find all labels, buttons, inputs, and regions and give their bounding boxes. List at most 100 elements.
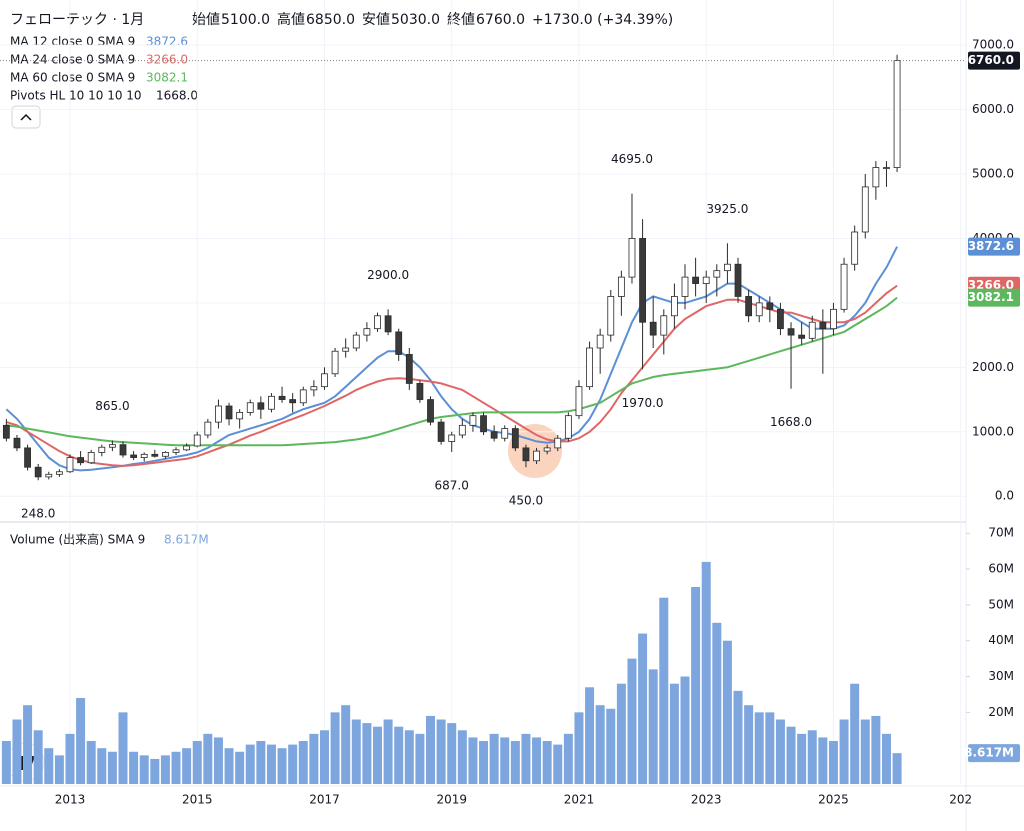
candle-body bbox=[395, 331, 403, 355]
y-tick-label: 0.0 bbox=[995, 489, 1014, 503]
volume-tick-label: 70M bbox=[988, 526, 1014, 540]
candle-body bbox=[257, 402, 265, 410]
volume-bar bbox=[850, 683, 860, 784]
volume-bar bbox=[309, 733, 319, 784]
candle-body bbox=[458, 424, 466, 436]
candle-body bbox=[342, 347, 350, 352]
candle-body bbox=[151, 453, 159, 457]
x-tick-label: 2021 bbox=[564, 793, 595, 807]
candle-body bbox=[24, 447, 31, 468]
candle-body bbox=[55, 471, 63, 475]
volume-bar bbox=[12, 719, 22, 784]
volume-bar bbox=[277, 748, 287, 784]
volume-bar bbox=[786, 726, 796, 784]
volume-bar bbox=[436, 719, 446, 784]
ma-badge: 3082.1 bbox=[968, 290, 1014, 304]
candle-body bbox=[808, 321, 816, 339]
volume-bar bbox=[256, 741, 266, 784]
legend-value: 3266.0 bbox=[146, 53, 188, 67]
volume-bar bbox=[521, 733, 531, 784]
volume-bar bbox=[298, 741, 308, 784]
volume-bar bbox=[616, 683, 626, 784]
volume-bar bbox=[288, 744, 298, 784]
candle-body bbox=[522, 447, 530, 462]
volume-bar bbox=[203, 733, 213, 784]
volume-bar bbox=[383, 719, 393, 784]
pivot-label: 1668.0 bbox=[770, 415, 812, 429]
candle-body bbox=[45, 473, 53, 478]
ohlc-label: 安値 bbox=[362, 12, 390, 28]
volume-bar bbox=[510, 741, 520, 784]
volume-bar bbox=[76, 698, 86, 784]
volume-tick-label: 50M bbox=[988, 597, 1014, 611]
x-tick-label: 2019 bbox=[436, 793, 467, 807]
volume-bar bbox=[457, 730, 467, 784]
volume-badge: 8.617M bbox=[964, 746, 1014, 760]
ohlc-value: 5030.0 bbox=[391, 12, 440, 28]
candle-body bbox=[119, 444, 127, 456]
y-tick-label: 7000.0 bbox=[972, 38, 1014, 52]
volume-tick-label: 20M bbox=[988, 705, 1014, 719]
candle-body bbox=[193, 434, 201, 447]
candle-body bbox=[713, 270, 721, 278]
candle-body bbox=[13, 437, 21, 449]
candle-body bbox=[564, 415, 572, 439]
y-tick-label: 6000.0 bbox=[972, 102, 1014, 116]
candle-body bbox=[511, 428, 519, 449]
volume-bar bbox=[86, 741, 96, 784]
candle-body bbox=[501, 428, 509, 439]
candle-body bbox=[628, 238, 636, 278]
volume-bar bbox=[680, 676, 690, 784]
candle-body bbox=[427, 399, 434, 423]
candle-body bbox=[554, 437, 562, 449]
volume-bar bbox=[563, 733, 573, 784]
volume-badge-bg bbox=[968, 744, 1020, 763]
candle-body bbox=[236, 412, 244, 420]
volume-bar bbox=[574, 712, 584, 784]
volume-bar bbox=[892, 753, 902, 784]
volume-tick-label: 60M bbox=[988, 562, 1014, 576]
volume-bar bbox=[701, 561, 711, 784]
volume-bar bbox=[595, 705, 605, 784]
volume-bar bbox=[722, 640, 732, 784]
x-tick-label: 202 bbox=[949, 793, 972, 807]
volume-bar bbox=[775, 719, 785, 784]
volume-bar bbox=[691, 586, 701, 784]
volume-bar bbox=[171, 751, 181, 784]
candle-body bbox=[34, 466, 42, 478]
volume-bar bbox=[341, 705, 351, 784]
ma-line bbox=[6, 296, 898, 447]
legend-value: 1668.0 bbox=[156, 89, 198, 103]
volume-bar bbox=[107, 751, 117, 784]
pivot-label: 3925.0 bbox=[706, 202, 748, 216]
candle-body bbox=[77, 457, 84, 464]
candle-body bbox=[363, 328, 371, 336]
volume-bar bbox=[638, 633, 648, 784]
candle-body bbox=[405, 354, 413, 384]
volume-bar bbox=[235, 751, 245, 784]
volume-bar bbox=[65, 733, 75, 784]
volume-bar bbox=[818, 737, 828, 784]
candle-body bbox=[840, 263, 848, 310]
volume-bar bbox=[839, 719, 849, 784]
chart-title: フェローテック · 1月 bbox=[10, 12, 144, 28]
y-tick-label: 5000.0 bbox=[972, 167, 1014, 181]
last-price-badge-bg bbox=[968, 51, 1020, 70]
candle-body bbox=[352, 334, 360, 349]
pivot-label: 248.0 bbox=[21, 507, 55, 521]
candle-body bbox=[2, 424, 10, 439]
volume-bar bbox=[182, 748, 192, 784]
volume-bar bbox=[754, 712, 764, 784]
ohlc-label: 高値 bbox=[277, 11, 305, 28]
volume-bar bbox=[1, 741, 11, 784]
volume-bar bbox=[807, 730, 817, 784]
volume-bar bbox=[468, 737, 478, 784]
volume-bar bbox=[881, 733, 891, 784]
ohlc-label: 終値 bbox=[447, 12, 475, 28]
volume-bar bbox=[606, 708, 616, 784]
candle-body bbox=[172, 449, 180, 453]
collapse-button[interactable] bbox=[11, 105, 41, 129]
candle-body bbox=[575, 386, 583, 417]
candle-body bbox=[469, 415, 477, 426]
volume-bar bbox=[479, 741, 489, 784]
